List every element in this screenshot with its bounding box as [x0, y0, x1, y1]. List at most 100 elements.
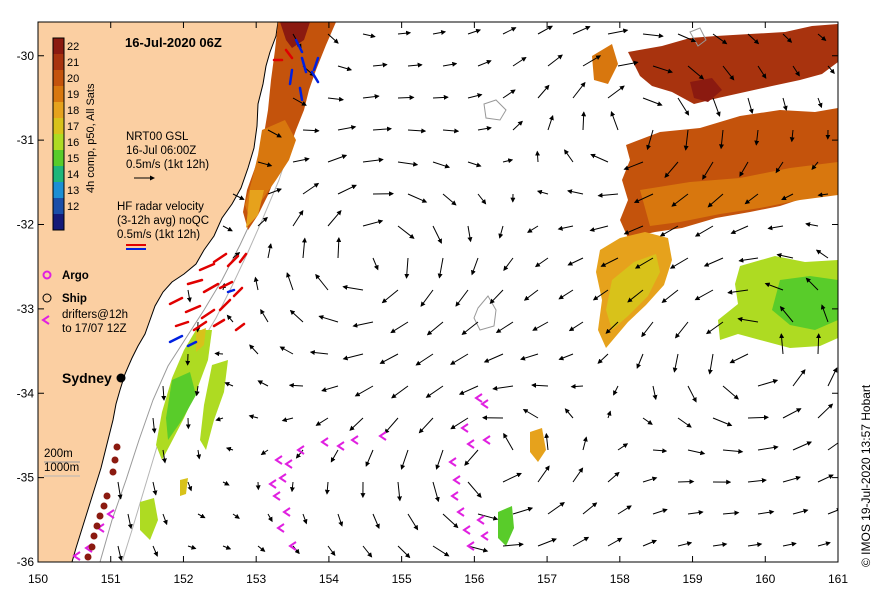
gsl-current-arrows — [117, 25, 838, 562]
sydney-label: Sydney — [62, 370, 112, 386]
current-arrow — [757, 445, 779, 451]
current-arrow — [365, 449, 374, 467]
current-arrow — [815, 249, 829, 259]
lon-tick-label: 153 — [246, 572, 266, 586]
coastal-sample-dot — [84, 553, 92, 561]
hf-radar-arrows — [168, 38, 320, 348]
current-arrow — [537, 538, 557, 547]
hf-radar-arrow — [198, 262, 216, 272]
current-arrow — [747, 33, 760, 45]
lon-tick-label: 157 — [537, 572, 557, 586]
current-arrow — [719, 129, 724, 150]
current-arrow — [397, 225, 415, 239]
sydney-marker — [116, 373, 126, 383]
colorbar-tick-label: 21 — [67, 57, 79, 69]
current-arrow — [502, 27, 517, 35]
current-arrow — [641, 321, 654, 338]
hf-legend-scale: 0.5m/s (1kt 12h) — [117, 229, 200, 241]
current-arrow — [537, 25, 553, 35]
current-arrow — [677, 417, 692, 428]
current-arrow — [222, 225, 233, 232]
current-arrow — [502, 542, 524, 548]
current-arrow — [467, 481, 482, 498]
current-arrow — [687, 510, 704, 516]
hf-radar-arrow — [218, 280, 234, 290]
current-arrow — [289, 309, 304, 323]
current-arrow — [782, 33, 793, 43]
current-arrow — [407, 128, 427, 134]
current-arrow — [792, 508, 809, 515]
current-arrow — [792, 441, 813, 451]
lon-tick-label: 161 — [828, 572, 848, 586]
imos-credit: © IMOS 19-Jul-2020 13:57 Hobart — [859, 384, 873, 567]
current-arrow — [610, 111, 619, 131]
current-arrow — [302, 128, 320, 134]
drifter-mark — [474, 393, 483, 403]
coastal-sample-dot — [93, 522, 101, 530]
current-arrow — [789, 129, 795, 143]
current-arrow — [572, 467, 584, 483]
current-arrow — [390, 321, 409, 334]
current-arrow — [467, 28, 482, 35]
current-arrow — [817, 541, 831, 547]
current-arrow — [672, 353, 679, 373]
drifter-mark — [276, 523, 285, 533]
current-arrow — [222, 480, 230, 486]
drifter-tracks — [72, 393, 491, 561]
lon-tick-label: 152 — [173, 572, 193, 586]
current-arrow — [677, 541, 693, 547]
current-arrow — [754, 129, 760, 146]
lon-tick-label: 151 — [101, 572, 121, 586]
current-arrow — [477, 513, 499, 521]
current-arrow — [687, 385, 697, 403]
colorbar-tick-label: 15 — [67, 153, 79, 165]
colorbar-segment — [53, 166, 64, 182]
current-arrow — [817, 192, 829, 198]
current-arrow — [605, 321, 619, 334]
colorbar-segment — [53, 134, 64, 150]
current-arrow — [627, 289, 644, 303]
sst-patches — [140, 22, 838, 546]
current-arrow — [642, 539, 658, 547]
current-arrow — [502, 472, 522, 483]
current-arrow — [248, 414, 259, 420]
current-arrow — [767, 225, 784, 231]
hf-radar-arrow — [226, 254, 240, 268]
colorbar-segment — [53, 214, 64, 230]
current-arrow — [432, 545, 450, 557]
current-arrow — [747, 414, 769, 420]
current-arrow — [642, 417, 653, 425]
current-arrow — [502, 89, 516, 99]
depth-200m-label: 200m — [44, 448, 73, 460]
current-arrow — [362, 157, 384, 163]
current-arrow — [352, 321, 374, 328]
coastal-sample-dot — [111, 456, 119, 464]
current-arrow — [257, 216, 268, 227]
current-arrow — [379, 353, 399, 364]
current-arrow — [324, 481, 330, 495]
lat-tick-label: -32 — [17, 218, 35, 232]
current-arrow — [737, 316, 759, 323]
current-arrow — [161, 449, 167, 464]
current-arrow — [782, 541, 797, 547]
current-arrow — [302, 182, 320, 195]
current-arrow — [512, 120, 523, 131]
current-arrow — [564, 149, 574, 163]
hf-radar-arrow — [300, 56, 308, 74]
current-arrow — [730, 225, 749, 234]
current-arrow — [817, 403, 834, 419]
current-arrow — [418, 417, 434, 434]
hf-radar-arrow — [186, 340, 198, 348]
current-arrow — [592, 289, 609, 301]
current-arrow — [432, 161, 451, 169]
current-arrow — [302, 513, 308, 525]
current-arrow — [442, 513, 459, 529]
current-arrow — [558, 289, 574, 300]
current-arrow — [636, 353, 644, 369]
current-arrow — [827, 439, 838, 451]
current-arrow — [407, 513, 419, 531]
colorbar-tick-label: 12 — [67, 201, 79, 213]
current-arrow — [226, 314, 234, 323]
current-arrow — [671, 193, 689, 207]
